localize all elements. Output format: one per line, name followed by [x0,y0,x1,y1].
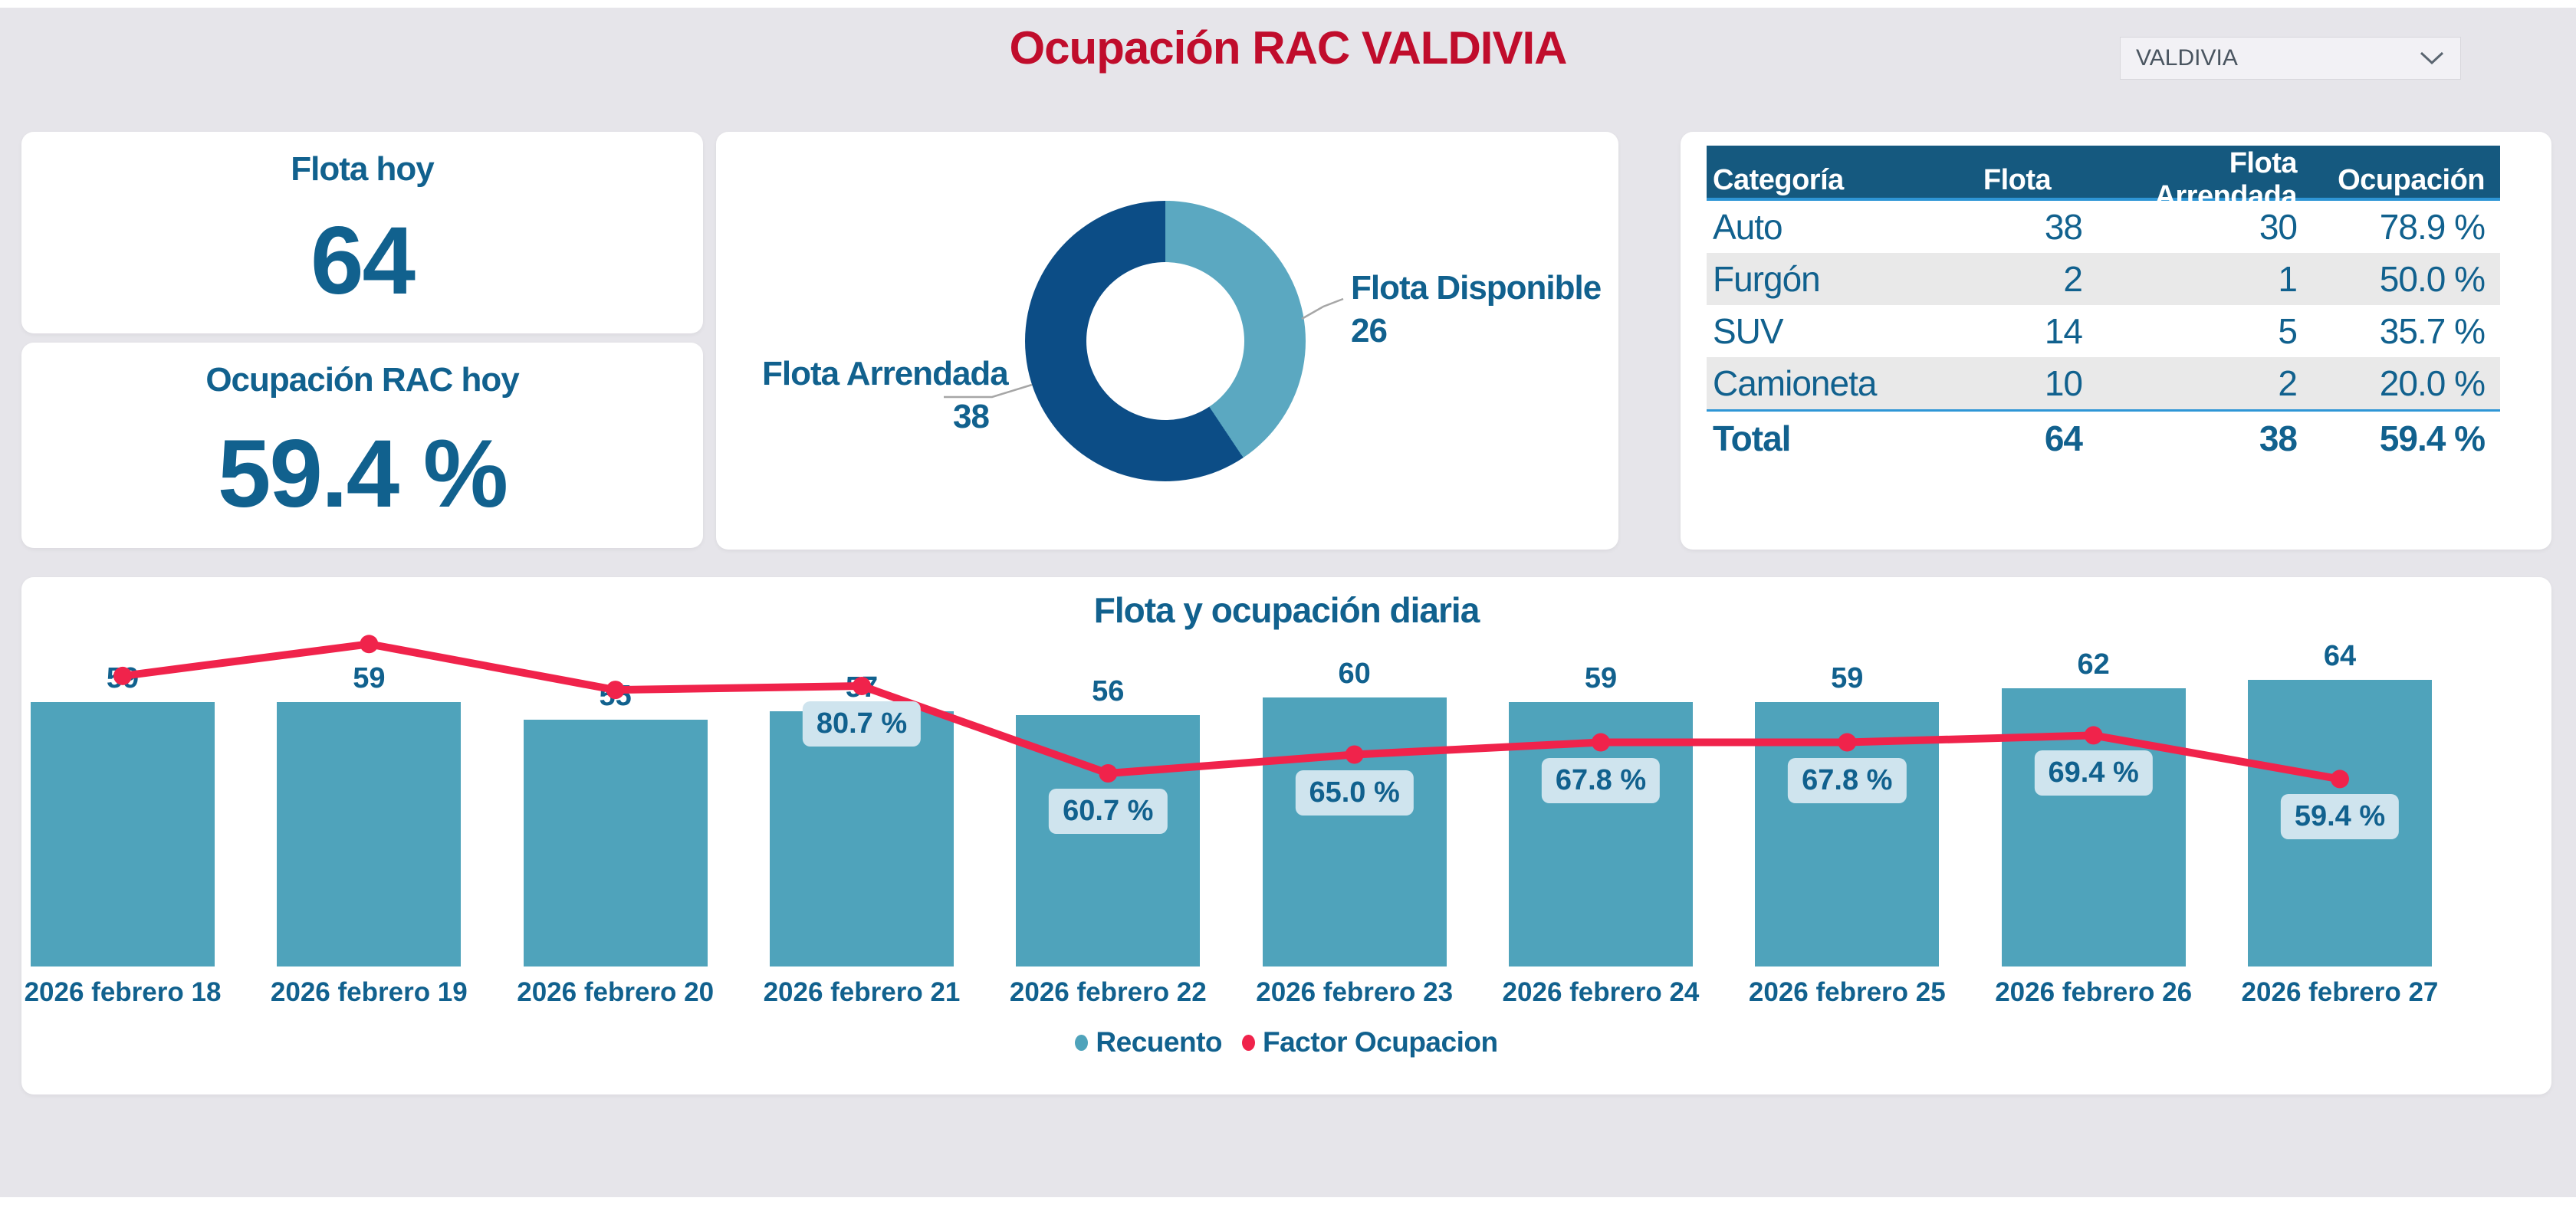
kpi-value: 59.4 % [217,420,508,527]
bar-2026 febrero 26[interactable] [2001,688,2186,967]
line-value-label: 67.8 % [1541,757,1661,803]
legend-marker-recuento [1075,1034,1089,1051]
x-axis-label: 2026 febrero 22 [1009,977,1207,1007]
column-header-flota-arrendada[interactable]: Flota Arrendada [2154,147,2297,212]
legend-item-factor-ocupacion[interactable]: Factor Ocupacion [1242,1026,1498,1058]
table-cell: 10 [2044,363,2083,403]
table-cell: Auto [1713,207,1783,247]
x-axis-label: 2026 febrero 19 [270,977,468,1007]
x-axis-label: 2026 febrero 20 [517,977,715,1007]
x-axis-label: 2026 febrero 18 [24,977,222,1007]
donut-leader-lines [944,297,1344,399]
chart-legend: Recuento Factor Ocupacion [21,1026,2551,1058]
category-table: Categoría Flota Flota Arrendada Ocupació… [1707,146,2500,465]
table-row-camioneta[interactable]: Camioneta 10 2 20.0 % [1707,357,2500,409]
bar-value-label: 59 [106,661,140,694]
donut-segment-label: Flota Arrendada [762,355,1009,392]
table-cell: 5 [2278,311,2298,351]
line-value-label: 80.7 % [802,701,922,747]
donut-label-flota-disponible: Flota Disponible 26 [1351,267,1602,353]
table-cell: 1 [2278,259,2298,299]
bar-value-label: 56 [1092,675,1125,708]
table-header-row: Categoría Flota Flota Arrendada Ocupació… [1707,146,2500,216]
line-marker[interactable] [360,635,379,654]
table-cell: 35.7 % [2379,311,2486,351]
line-value-label: 69.4 % [2034,750,2153,796]
table-cell: 30 [2259,207,2298,247]
table-cell: 78.9 % [2379,207,2486,247]
line-value-label: 59.4 % [2280,794,2400,840]
table-cell: Camioneta [1713,363,1877,403]
bar-value-label: 57 [845,671,879,704]
bar-value-label: 55 [599,680,632,713]
bar-value-label: 59 [1584,661,1618,694]
page-title: Ocupación RAC VALDIVIA [1009,22,1568,74]
table-cell: 38 [2044,207,2083,247]
table-cell: 20.0 % [2379,363,2486,403]
combo-chart-card: Flota y ocupación diaria 59 2026 febrero … [21,577,2551,1094]
line-value-label: 60.7 % [1049,789,1168,834]
chart-title: Flota y ocupación diaria [1093,590,1480,630]
table-cell: 2 [2278,363,2298,403]
kpi-label: Ocupación RAC hoy [205,361,519,399]
chevron-down-icon [2420,51,2444,65]
bar-2026 febrero 18[interactable] [31,701,215,967]
category-table-card: Categoría Flota Flota Arrendada Ocupació… [1681,132,2551,550]
bar-2026 febrero 19[interactable] [277,701,462,967]
sort-descending-icon: ▼ [2308,195,2326,216]
donut-label-flota-arrendada: Flota Arrendada 38 [762,353,1009,438]
bar-2026 febrero 23[interactable] [1262,697,1447,967]
table-cell: Furgón [1713,259,1821,299]
bar-value-label: 64 [2323,639,2357,672]
donut-chart[interactable] [1025,201,1306,481]
bar-value-label: 59 [353,661,386,694]
bar-2026 febrero 21[interactable] [769,711,954,967]
kpi-card-flota-hoy[interactable]: Flota hoy 64 [21,132,703,333]
kpi-card-ocupacion-hoy[interactable]: Ocupación RAC hoy 59.4 % [21,343,703,548]
bar-2026 febrero 24[interactable] [1508,701,1693,967]
bar-2026 febrero 25[interactable] [1755,701,1940,967]
kpi-label: Flota hoy [291,150,435,188]
location-filter-dropdown[interactable]: VALDIVIA [2120,37,2461,80]
bar-2026 febrero 20[interactable] [523,720,708,967]
bar-value-label: 59 [1831,661,1864,694]
table-cell: SUV [1713,311,1784,351]
legend-marker-factor-ocupacion [1242,1034,1255,1051]
column-header-flota[interactable]: Flota [1983,163,2052,196]
legend-item-recuento[interactable]: Recuento [1075,1026,1222,1058]
column-header-ocupacion[interactable]: Ocupación ▼ [2308,163,2485,216]
table-total-row: Total 64 38 59.4 % [1707,409,2500,465]
table-row-suv[interactable]: SUV 14 5 35.7 % [1707,305,2500,357]
legend-label: Recuento [1096,1026,1222,1058]
x-axis-label: 2026 febrero 26 [1995,977,2193,1007]
location-filter-value: VALDIVIA [2136,45,2238,71]
donut-segment-value: 26 [1351,312,1388,350]
x-axis-label: 2026 febrero 24 [1502,977,1700,1007]
kpi-value: 64 [310,208,416,314]
table-row-furgón[interactable]: Furgón 2 1 50.0 % [1707,253,2500,305]
table-cell: 14 [2044,311,2083,351]
x-axis-label: 2026 febrero 27 [2241,977,2439,1007]
table-row-auto[interactable]: Auto 38 30 78.9 % [1707,201,2500,253]
bar-value-label: 60 [1338,658,1371,690]
donut-segment-value: 38 [953,398,990,435]
legend-label: Factor Ocupacion [1263,1026,1498,1058]
x-axis-label: 2026 febrero 23 [1256,977,1454,1007]
column-header-categoria[interactable]: Categoría [1713,163,1844,196]
table-cell: 2 [2063,259,2083,299]
bar-2026 febrero 22[interactable] [1016,715,1201,967]
line-value-label: 65.0 % [1295,770,1414,816]
dashboard-canvas: Ocupación RAC VALDIVIA VALDIVIA Flota ho… [0,8,2576,1197]
donut-card: Flota Disponible 26 Flota Arrendada 38 [716,132,1618,550]
x-axis-label: 2026 febrero 25 [1748,977,1946,1007]
line-value-label: 67.8 % [1788,757,1907,803]
bar-value-label: 62 [2077,648,2110,681]
donut-segment-label: Flota Disponible [1351,269,1602,307]
x-axis-label: 2026 febrero 21 [763,977,961,1007]
table-cell: 50.0 % [2379,259,2486,299]
